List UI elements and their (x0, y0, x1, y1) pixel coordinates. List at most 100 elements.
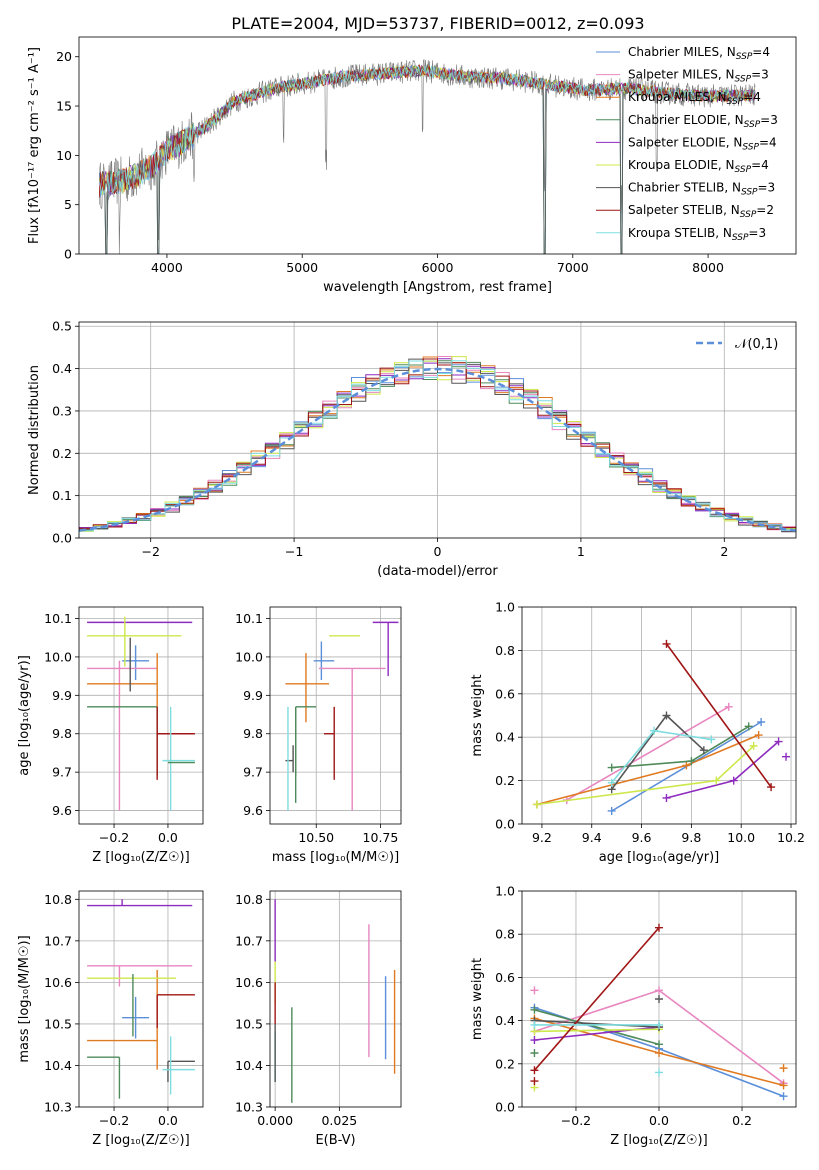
mass_vs_Z-xlabel: Z [log₁₀(Z/Z☉)] (92, 1133, 189, 1148)
mass_vs_ebv-ytick-label: 10.3 (235, 1100, 263, 1115)
mass_vs_ebv-xtick-label: 0.025 (321, 1113, 357, 1128)
weight_vs_Z-frame (521, 890, 797, 1108)
mass_vs_ebv-ytick-label: 10.8 (235, 892, 263, 907)
weight_vs_age-point-marker (682, 761, 691, 770)
weight_vs_age-xlabel: age [log₁₀(age/yr)] (599, 850, 720, 865)
spectrum-xtick-label: 7000 (557, 260, 589, 275)
weight_vs_Z-plot-area (522, 891, 796, 1107)
weight_vs_age-point-marker (774, 737, 783, 746)
weight_vs_age-point-marker (687, 757, 696, 766)
weight_vs_Z-ytick-label: 1.0 (495, 884, 515, 899)
residuals-ytick-label: 0.0 (52, 531, 72, 546)
age_vs_mass-xtick-label: 10.50 (298, 830, 334, 845)
weight_vs_Z-point-marker (655, 1020, 663, 1029)
weight_vs_age-xtick-label: 10.2 (777, 830, 805, 845)
age_vs_mass-ytick-label: 9.7 (243, 765, 263, 780)
weight_vs_Z-ytick-label: 0.4 (495, 1013, 515, 1028)
spectrum-xtick-label: 4000 (151, 260, 183, 275)
weight_vs_Z-point-marker (530, 1049, 539, 1057)
spectrum-xlabel: wavelength [Angstrom, rest frame] (323, 280, 552, 295)
mass_vs_Z-ytick-label: 10.7 (44, 933, 72, 948)
age_vs_Z-xlabel: Z [log₁₀(Z/Z☉)] (92, 850, 189, 865)
weight_vs_age-point-marker (532, 800, 541, 809)
weight_vs_age-xtick-label: 9.8 (681, 830, 701, 845)
spectrum-legend-label: Kroupa ELODIE, NSSP=4 (628, 158, 769, 175)
weight_vs_Z-series-line (534, 1019, 660, 1028)
weight_vs_age-ylabel: mass weight (470, 674, 485, 756)
mass_vs_ebv-ytick-label: 10.5 (235, 1016, 263, 1031)
spectrum-legend-label: Chabrier MILES, NSSP=4 (628, 45, 770, 62)
weight_vs_Z-point-marker (530, 986, 539, 995)
residuals-histogram-salpeter_stelib (79, 358, 796, 538)
legend-text: =3 (758, 181, 776, 195)
legend-subscript: SSP (744, 120, 761, 130)
weight_vs_age-series-line (566, 706, 730, 801)
weight_vs_age-point-marker (707, 735, 716, 744)
weight_vs_Z-xtick-label: 0.2 (732, 1113, 752, 1128)
figure-title: PLATE=2004, MJD=53737, FIBERID=0012, z=0… (231, 14, 644, 33)
weight_vs_age-frame (521, 606, 797, 825)
weight_vs_Z-point-marker (655, 986, 663, 995)
legend-text: Chabrier STELIB, N (628, 181, 741, 195)
weight_vs_Z-point-marker (530, 1066, 539, 1075)
weight_vs_Z-xtick-label: −0.2 (561, 1113, 591, 1128)
weight_vs_age-panel: 9.2 9.4 9.6 9.8 10.0 10.2 0.0 0.2 0.4 0.6 0.8 1.0 ag… (470, 600, 805, 866)
weight_vs_age-series-line (665, 643, 772, 788)
weight_vs_age-point-marker (724, 702, 733, 711)
mass_vs_Z-ylabel: mass [log₁₀(M/M☉)] (17, 935, 32, 1062)
spectrum-ytick-label: 5 (64, 197, 72, 212)
residuals-ylabel: Normed distribution (27, 365, 42, 495)
mass_vs_Z-ytick-label: 10.5 (44, 1016, 72, 1031)
legend-subscript: SSP (735, 75, 752, 85)
weight_vs_Z-point-marker (530, 1005, 539, 1014)
mass_vs_Z-ytick-label: 10.3 (44, 1100, 72, 1115)
residuals-xtick-label: −2 (141, 544, 159, 559)
weight_vs_Z-ylabel: mass weight (470, 958, 485, 1040)
weight_vs_age-ytick-label: 0.8 (495, 643, 515, 658)
spectrum-legend-label: Salpeter ELODIE, NSSP=4 (628, 135, 777, 152)
residuals-ytick-label: 0.5 (52, 319, 72, 334)
spectrum-ytick-label: 15 (56, 99, 72, 114)
residuals-ytick-label: 0.2 (52, 446, 72, 461)
mass_vs_ebv-ytick-label: 10.7 (235, 933, 263, 948)
weight_vs_Z-xlabel: Z [log₁₀(Z/Z☉)] (610, 1133, 707, 1148)
mass_vs_Z-xtick-label: 0.0 (158, 1113, 178, 1128)
age_vs_Z-plot-area (79, 607, 203, 824)
legend-subscript: SSP (736, 52, 753, 62)
legend-text: =3 (751, 68, 769, 82)
mass_vs_Z-frame (78, 890, 204, 1108)
age_vs_mass-panel: 10.50 10.75 9.6 9.7 9.8 9.9 10.0 10.1 mass [log₁… (235, 606, 402, 865)
weight_vs_Z-series-line (534, 1009, 660, 1046)
age_vs_Z-ytick-label: 9.6 (52, 803, 72, 818)
spectrum-model-line (98, 65, 756, 196)
residuals-gaussian-curve (79, 367, 796, 532)
weight_vs_age-point-marker (662, 711, 671, 720)
weight_vs_age-series-line (611, 714, 705, 790)
legend-text: Salpeter ELODIE, N (628, 135, 742, 149)
spectrum-legend-label: Chabrier ELODIE, NSSP=3 (628, 113, 778, 130)
weight_vs_Z-point-marker (779, 1092, 788, 1101)
weight_vs_age-point-marker (749, 741, 758, 750)
weight_vs_Z-xtick-label: 0.0 (649, 1113, 669, 1128)
spectrum-xtick-label: 8000 (692, 260, 724, 275)
weight_vs_Z-point-marker (530, 1020, 539, 1029)
weight_vs_age-point-marker (744, 722, 753, 731)
legend-text: =4 (751, 158, 769, 172)
weight_vs_age-xtick-label: 9.2 (532, 830, 552, 845)
weight_vs_age-point-marker (757, 718, 766, 727)
spectrum-ytick-label: 20 (56, 49, 72, 64)
spectrum-plot-area (98, 58, 756, 254)
weight_vs_Z-ytick-label: 0.6 (495, 970, 515, 985)
weight_vs_age-xtick-label: 9.4 (582, 830, 602, 845)
age_vs_Z-panel: −0.2 0.0 9.6 9.7 9.8 9.9 10.0 10.1 Z [log₁₀(Z/Z☉… (17, 606, 204, 865)
age_vs_mass-xlabel: mass [log₁₀(M/M☉)] (272, 850, 399, 865)
legend-subscript: SSP (732, 233, 749, 243)
legend-text: Chabrier ELODIE, N (628, 113, 744, 127)
weight_vs_age-point-marker (607, 806, 616, 815)
residuals-panel: −2 −1 0 1 2 0.0 0.1 0.2 0.3 0.4 0.5 (data-model)/er… (27, 319, 797, 579)
spectrum-legend-label: Chabrier STELIB, NSSP=3 (628, 181, 775, 198)
mass_vs_ebv-xtick-label: 0.000 (257, 1113, 293, 1128)
spectrum-frame (78, 36, 797, 255)
